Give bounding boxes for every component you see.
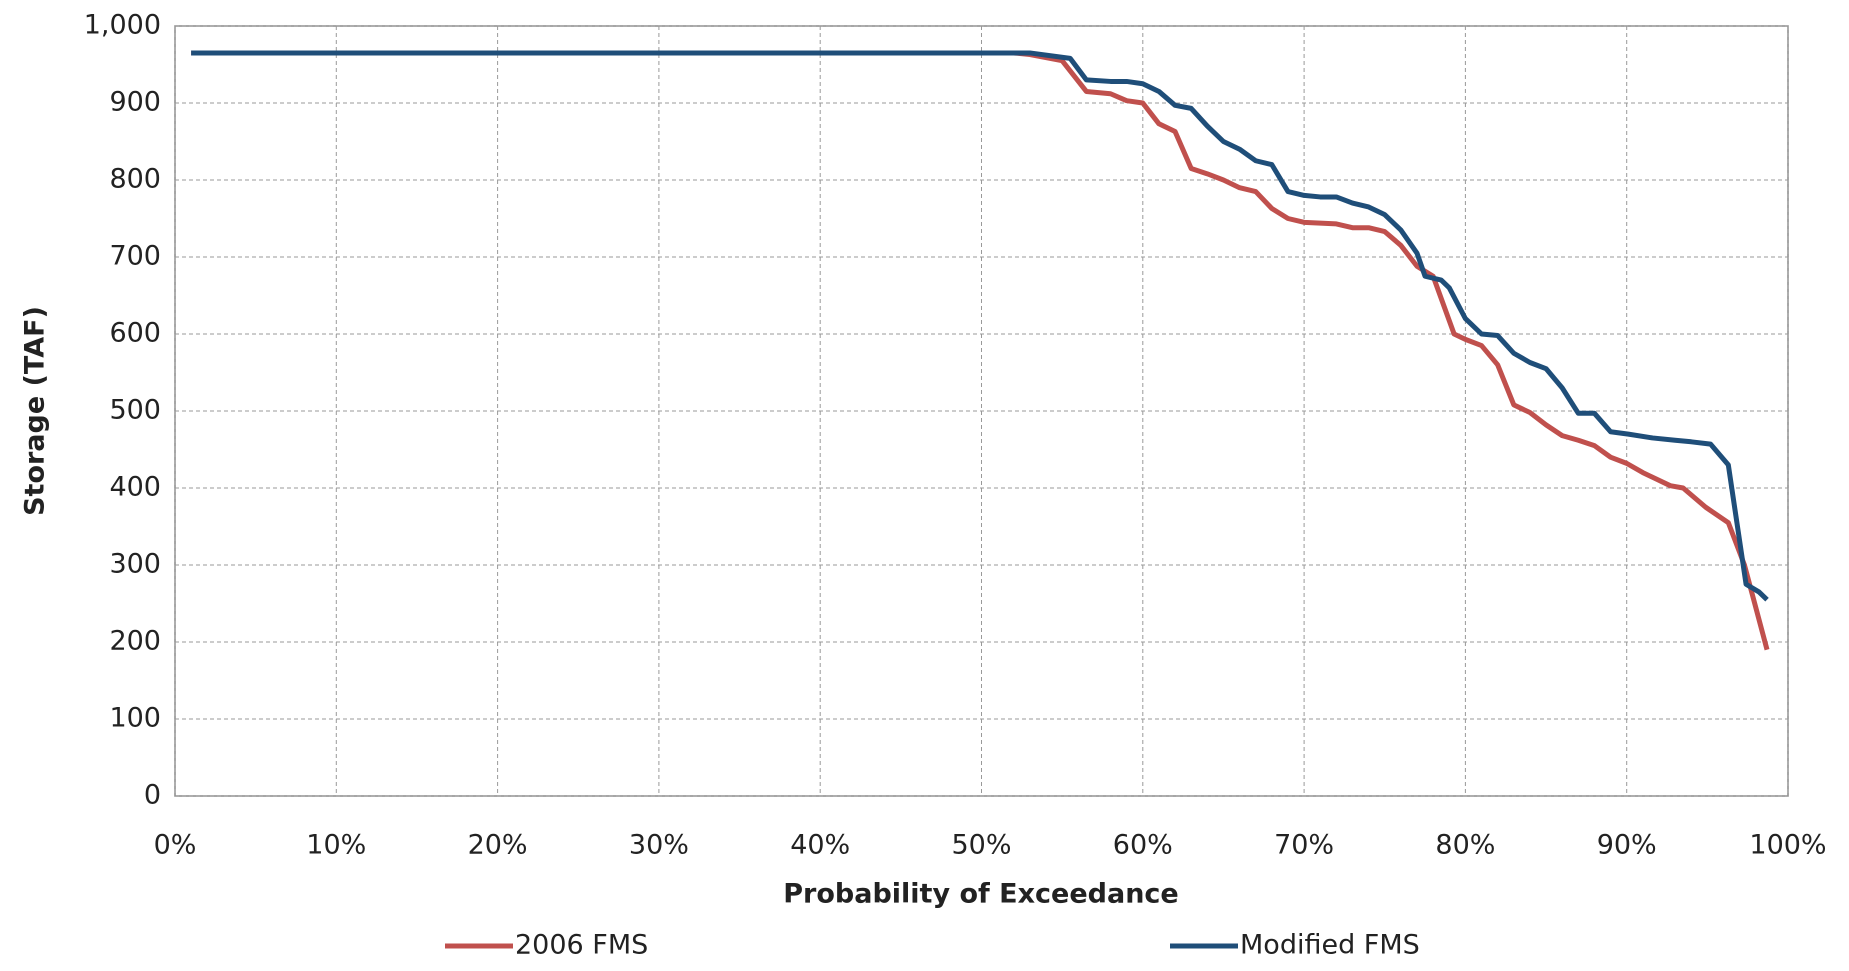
y-tick-label: 500 [109, 395, 161, 426]
y-tick-label: 400 [109, 472, 161, 503]
x-tick-label: 70% [1274, 830, 1334, 861]
y-tick-label: 600 [109, 318, 161, 349]
x-tick-label: 60% [1113, 830, 1173, 861]
x-tick-label: 30% [629, 830, 689, 861]
y-tick-label: 800 [109, 164, 161, 195]
y-tick-label: 100 [109, 703, 161, 734]
y-tick-label: 1,000 [84, 10, 161, 41]
y-tick-label: 300 [109, 549, 161, 580]
y-axis-title: Storage (TAF) [20, 306, 51, 516]
x-tick-label: 10% [306, 830, 366, 861]
y-tick-label: 0 [144, 780, 161, 811]
chart: Probability of Exceedance Storage (TAF) … [0, 0, 1849, 971]
y-tick-label: 700 [109, 241, 161, 272]
x-tick-label: 80% [1435, 830, 1495, 861]
x-tick-label: 20% [468, 830, 528, 861]
data-line [191, 53, 1767, 600]
y-tick-label: 200 [109, 626, 161, 657]
data-line [191, 53, 1767, 650]
x-tick-label: 0% [154, 830, 197, 861]
x-tick-label: 50% [951, 830, 1011, 861]
x-axis-title: Probability of Exceedance [783, 879, 1178, 910]
x-tick-label: 40% [790, 830, 850, 861]
x-tick-label: 100% [1749, 830, 1826, 861]
legend-label: Modified FMS [1240, 930, 1420, 961]
y-tick-label: 900 [109, 87, 161, 118]
legend-label: 2006 FMS [515, 930, 648, 961]
x-tick-label: 90% [1597, 830, 1657, 861]
